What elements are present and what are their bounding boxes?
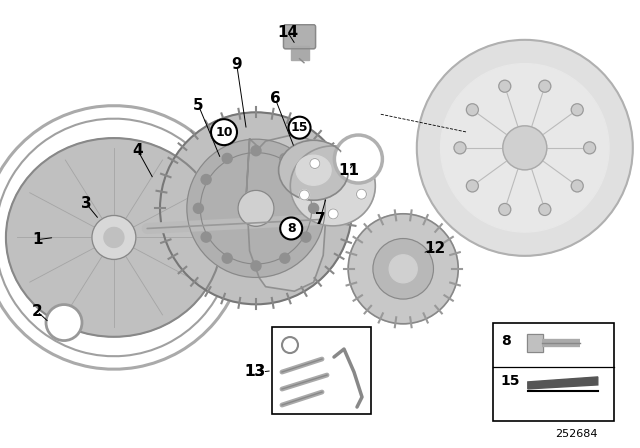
Text: 252684: 252684 bbox=[555, 429, 597, 439]
FancyBboxPatch shape bbox=[291, 46, 308, 60]
Text: 11: 11 bbox=[339, 163, 359, 178]
Circle shape bbox=[251, 146, 261, 156]
Polygon shape bbox=[528, 377, 598, 389]
Circle shape bbox=[335, 135, 383, 183]
FancyBboxPatch shape bbox=[527, 334, 543, 352]
Circle shape bbox=[584, 142, 596, 154]
Circle shape bbox=[301, 175, 311, 185]
Circle shape bbox=[187, 139, 325, 277]
Circle shape bbox=[440, 64, 609, 232]
Circle shape bbox=[467, 180, 478, 192]
Polygon shape bbox=[246, 134, 326, 291]
Circle shape bbox=[539, 203, 551, 215]
Circle shape bbox=[280, 253, 290, 263]
Ellipse shape bbox=[278, 140, 349, 200]
Text: 13: 13 bbox=[244, 364, 266, 379]
Circle shape bbox=[454, 142, 466, 154]
Circle shape bbox=[499, 203, 511, 215]
Circle shape bbox=[222, 253, 232, 263]
Ellipse shape bbox=[6, 138, 222, 337]
Text: 15: 15 bbox=[501, 374, 520, 388]
Circle shape bbox=[289, 116, 310, 139]
Circle shape bbox=[46, 305, 82, 340]
Circle shape bbox=[348, 214, 458, 324]
Text: 9: 9 bbox=[232, 57, 242, 73]
Text: 6: 6 bbox=[270, 91, 280, 106]
Circle shape bbox=[301, 232, 311, 242]
Text: 10: 10 bbox=[215, 125, 233, 139]
Circle shape bbox=[238, 190, 274, 226]
Text: 7: 7 bbox=[315, 212, 325, 227]
Circle shape bbox=[389, 255, 417, 283]
Circle shape bbox=[572, 180, 583, 192]
Text: 5: 5 bbox=[193, 98, 204, 113]
Circle shape bbox=[200, 153, 312, 264]
Circle shape bbox=[280, 217, 302, 240]
Circle shape bbox=[280, 153, 290, 164]
Circle shape bbox=[282, 337, 298, 353]
Text: 8: 8 bbox=[287, 222, 296, 235]
Circle shape bbox=[308, 203, 319, 213]
Text: 13: 13 bbox=[244, 364, 266, 379]
Circle shape bbox=[251, 261, 261, 271]
Circle shape bbox=[417, 40, 633, 256]
Text: 8: 8 bbox=[501, 334, 511, 348]
Circle shape bbox=[328, 209, 338, 219]
Circle shape bbox=[503, 126, 547, 170]
Circle shape bbox=[373, 238, 433, 299]
Ellipse shape bbox=[296, 155, 331, 185]
Text: 14: 14 bbox=[277, 25, 299, 40]
Circle shape bbox=[222, 153, 232, 164]
Text: 1: 1 bbox=[32, 232, 42, 247]
Circle shape bbox=[467, 104, 478, 116]
Bar bbox=[272, 327, 371, 414]
Circle shape bbox=[193, 203, 204, 213]
Text: 2: 2 bbox=[32, 304, 42, 319]
Circle shape bbox=[201, 232, 211, 242]
Circle shape bbox=[300, 190, 309, 200]
Circle shape bbox=[160, 112, 352, 304]
Circle shape bbox=[345, 158, 355, 168]
Text: 4: 4 bbox=[132, 142, 143, 158]
Circle shape bbox=[104, 228, 124, 247]
Text: 12: 12 bbox=[424, 241, 446, 256]
Circle shape bbox=[310, 159, 320, 168]
Circle shape bbox=[201, 175, 211, 185]
FancyBboxPatch shape bbox=[284, 25, 316, 49]
Circle shape bbox=[92, 215, 136, 259]
Text: 15: 15 bbox=[291, 121, 308, 134]
Circle shape bbox=[356, 189, 367, 199]
Circle shape bbox=[499, 80, 511, 92]
Text: 3: 3 bbox=[81, 196, 92, 211]
Circle shape bbox=[286, 341, 294, 349]
Circle shape bbox=[53, 311, 75, 334]
Circle shape bbox=[539, 80, 551, 92]
Bar bbox=[493, 323, 614, 421]
Ellipse shape bbox=[291, 146, 375, 226]
Circle shape bbox=[211, 119, 237, 145]
Circle shape bbox=[572, 104, 583, 116]
Circle shape bbox=[340, 141, 376, 177]
